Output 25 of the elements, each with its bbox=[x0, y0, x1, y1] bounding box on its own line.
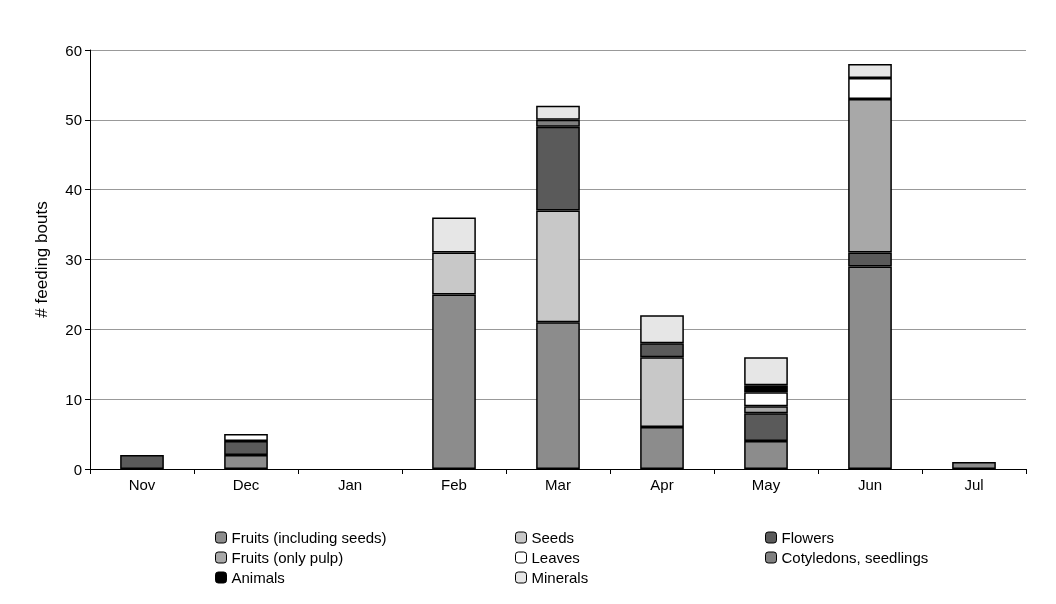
legend-label: Animals bbox=[231, 569, 285, 586]
y-axis-title: # feeding bouts bbox=[32, 201, 51, 318]
y-tick-label: 50 bbox=[65, 111, 82, 129]
legend-label: Minerals bbox=[531, 569, 589, 586]
legend-label: Cotyledons, seedlings bbox=[781, 549, 929, 566]
legend-label: Fruits (only pulp) bbox=[231, 549, 344, 566]
legend-label: Fruits (including seeds) bbox=[231, 529, 387, 546]
x-tick-label: Apr bbox=[650, 476, 674, 493]
x-tick-label: May bbox=[751, 476, 781, 493]
y-tick-label: 20 bbox=[65, 320, 82, 338]
legend-label: Leaves bbox=[531, 549, 580, 566]
x-tick-label: Nov bbox=[128, 476, 156, 493]
legend-label: Seeds bbox=[531, 529, 575, 546]
y-tick-label: 40 bbox=[65, 181, 82, 199]
y-tick-label: 30 bbox=[65, 251, 82, 268]
y-tick-label: 60 bbox=[65, 41, 82, 59]
legend-label: Flowers bbox=[781, 529, 835, 546]
x-tick-label: Dec bbox=[232, 476, 260, 493]
x-tick-label: Feb bbox=[441, 476, 467, 493]
x-tick-label: Mar bbox=[545, 476, 571, 493]
x-tick-label: Jan bbox=[337, 476, 363, 493]
y-tick-label: 10 bbox=[65, 390, 82, 408]
x-tick-label: Jun bbox=[857, 476, 883, 493]
x-tick-label: Jul bbox=[964, 476, 984, 493]
y-tick-label: 0 bbox=[73, 460, 82, 478]
